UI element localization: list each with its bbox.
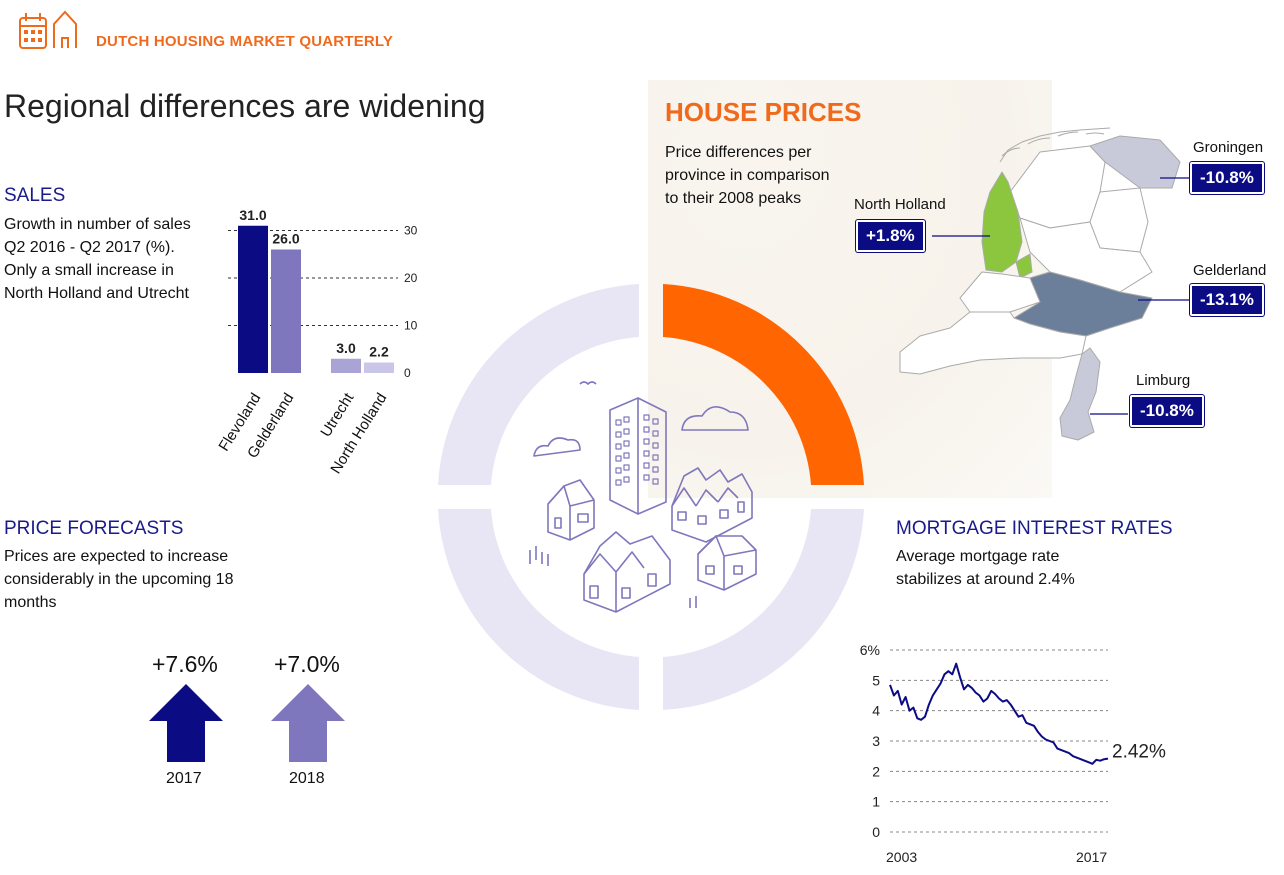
bar-value-label: 3.0: [336, 340, 356, 356]
y-tick-label: 20: [404, 271, 418, 285]
province-limburg-badge: -10.8%: [1130, 395, 1204, 427]
page-headline: Regional differences are widening: [4, 88, 486, 124]
bar: [238, 225, 268, 373]
house-prices-title: HOUSE PRICES: [665, 97, 862, 127]
brand-title: DUTCH HOUSING MARKET QUARTERLY: [96, 33, 394, 50]
end-value-label: 2.42%: [1112, 742, 1166, 763]
logo: [18, 8, 80, 52]
calendar-house-icon: [19, 10, 77, 49]
y-tick-label: 3: [872, 733, 880, 749]
province-gelderland-label: Gelderland: [1193, 262, 1267, 279]
mortgage-rate-line: [889, 662, 1109, 765]
forecast-2018-value: +7.0%: [274, 651, 340, 677]
y-tick-label: 10: [404, 319, 418, 333]
bar: [364, 362, 394, 373]
province-north-holland-label: North Holland: [854, 196, 946, 213]
mortgage-line-chart: 6% 5 4 3 2 1 0 2003 2017 2.42%: [860, 642, 1166, 865]
city-illustration: [529, 381, 757, 613]
center-ring: [438, 284, 864, 710]
forecast-2017-year: 2017: [166, 770, 202, 787]
bar-value-label: 26.0: [272, 231, 299, 247]
mortgage-description: Average mortgage rate stabilizes at arou…: [896, 548, 1075, 588]
sales-bar-chart: 010203031.0Flevoland26.0Gelderland3.0Utr…: [216, 207, 418, 477]
y-tick-label: 0: [404, 366, 411, 380]
y-tick-label: 2: [872, 763, 880, 779]
province-gelderland-badge: -13.1%: [1190, 284, 1264, 316]
y-tick-label: 0: [872, 824, 880, 840]
x-tick-label: 2003: [886, 849, 917, 865]
bar: [331, 358, 361, 373]
mortgage-title: MORTGAGE INTEREST RATES: [896, 518, 1173, 539]
x-tick-label: 2017: [1076, 849, 1107, 865]
y-tick-label: 30: [404, 224, 418, 238]
bar: [271, 249, 301, 373]
y-tick-label: 1: [872, 794, 880, 810]
province-limburg-label: Limburg: [1136, 372, 1191, 389]
sales-title: SALES: [4, 185, 66, 206]
forecast-2018-year: 2018: [289, 770, 325, 787]
province-groningen-label: Groningen: [1193, 139, 1264, 156]
y-tick-label: 5: [872, 672, 880, 688]
arrow-up-icon: [271, 684, 345, 767]
forecasts-description: Prices are expected to increase consider…: [4, 548, 234, 611]
forecasts-title: PRICE FORECASTS: [4, 518, 184, 539]
y-tick-label: 6%: [860, 642, 880, 658]
province-north-holland-badge: +1.8%: [856, 220, 925, 252]
sales-description: Growth in number of sales Q2 2016 - Q2 2…: [4, 216, 191, 302]
arrow-up-icon: [149, 684, 223, 767]
house-prices-description: Price differences per province in compar…: [665, 144, 830, 207]
netherlands-map: [899, 127, 1190, 441]
forecast-2017-value: +7.6%: [152, 651, 218, 677]
bar-value-label: 31.0: [239, 207, 266, 223]
bar-value-label: 2.2: [369, 344, 389, 360]
province-groningen-badge: -10.8%: [1190, 162, 1264, 194]
y-tick-label: 4: [872, 703, 880, 719]
